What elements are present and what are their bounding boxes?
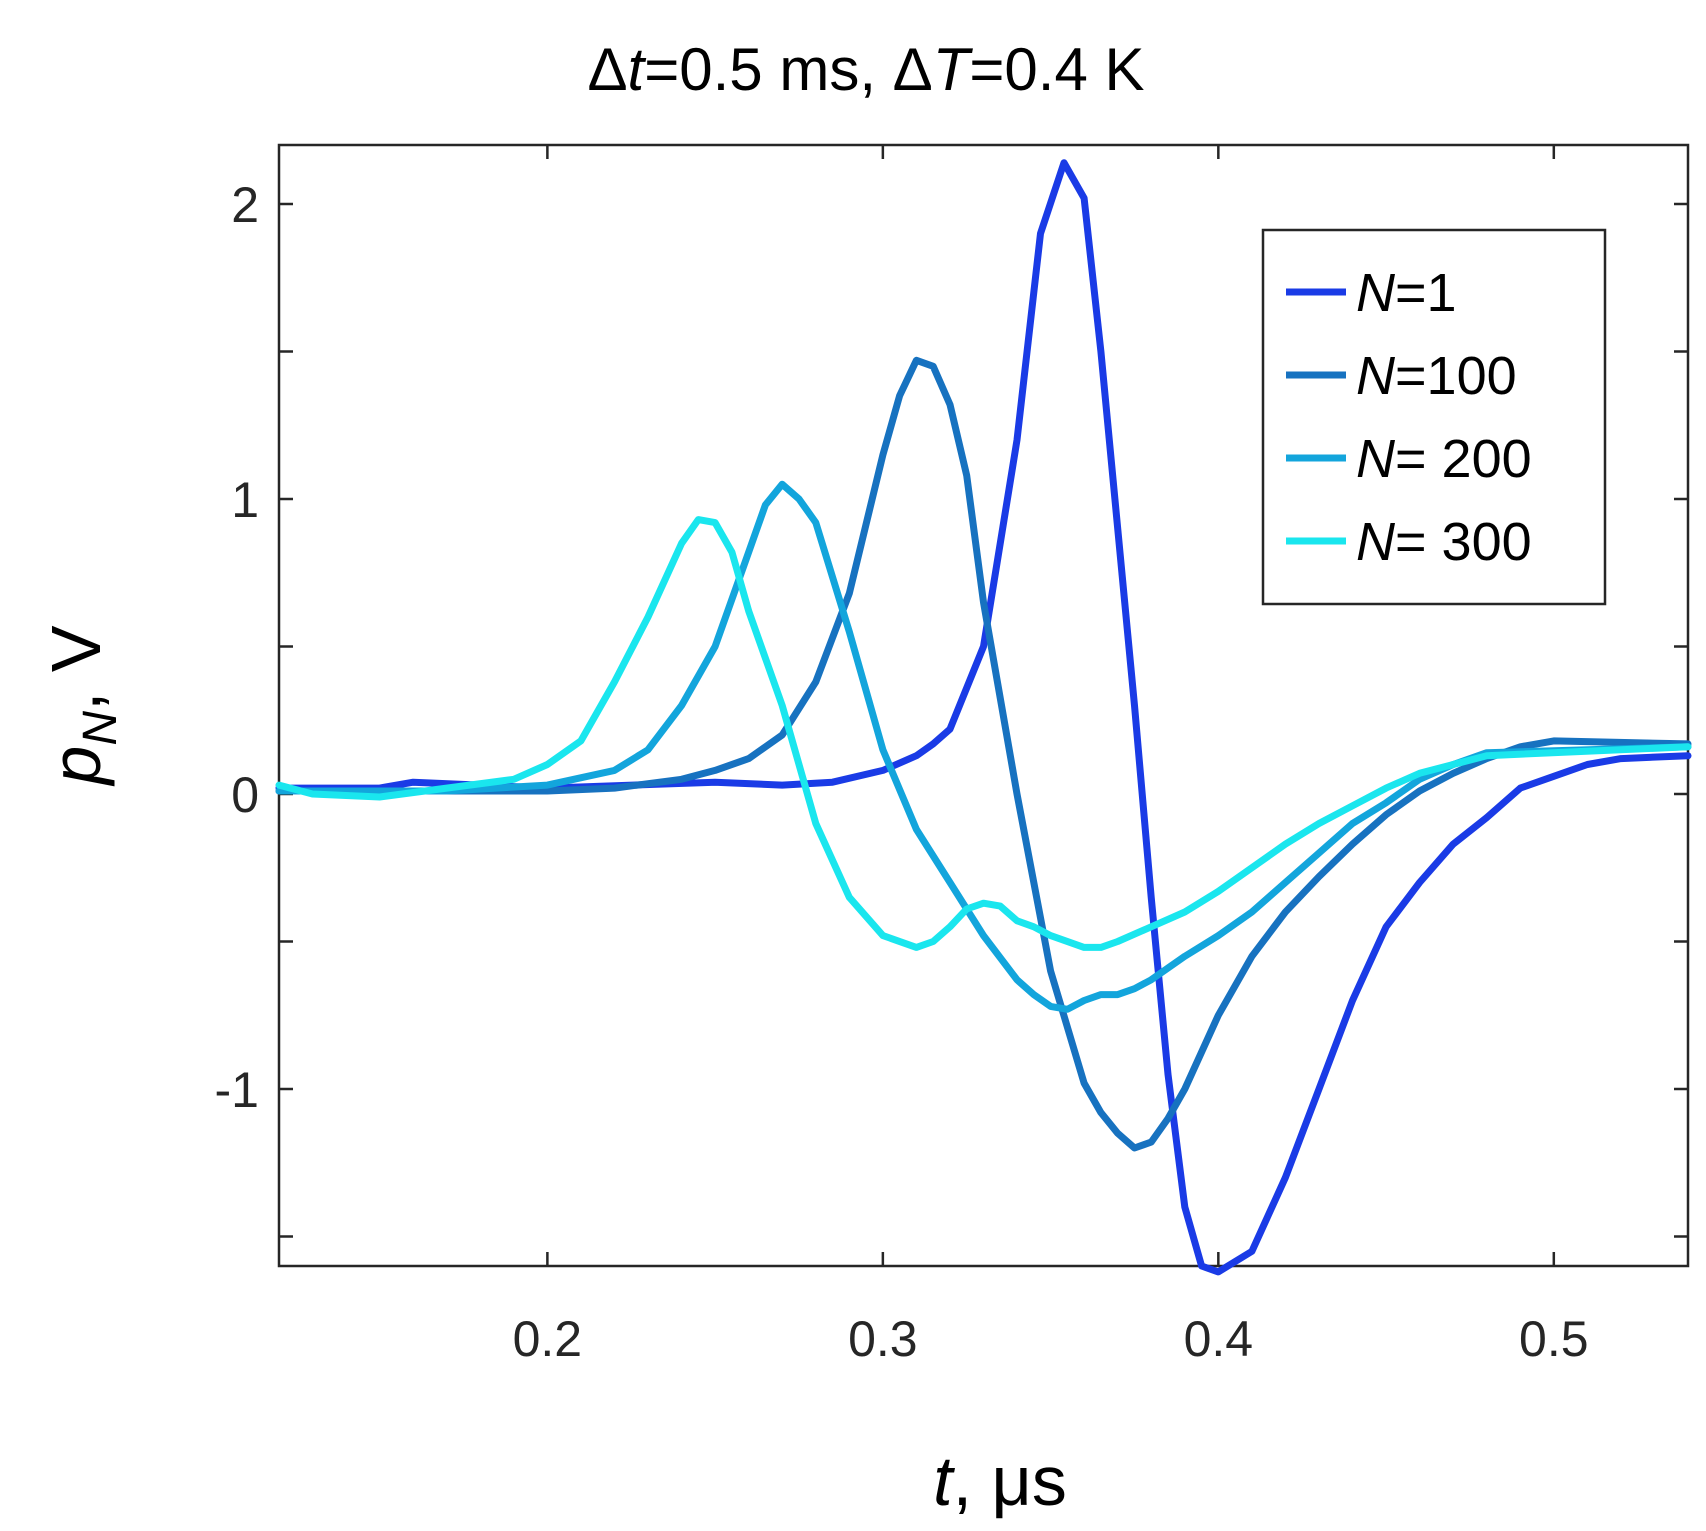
- x-axis-title: t, μs: [933, 1442, 1067, 1520]
- x-tick-label: 0.3: [848, 1311, 918, 1367]
- legend-label: N= 300: [1356, 512, 1532, 572]
- y-tick-label: 0: [231, 767, 259, 823]
- series-line: [275, 516, 1692, 951]
- series-line: [275, 356, 1692, 1152]
- x-axis-title-unit: , μs: [953, 1442, 1067, 1520]
- x-axis-title-t: t: [933, 1442, 955, 1520]
- y-axis-title: pN, V: [37, 625, 127, 787]
- title-part-T: T: [933, 36, 974, 103]
- x-tick-label: 0.2: [513, 1311, 583, 1367]
- series-line: [275, 159, 1692, 1276]
- y-axis-ticks: -1 0 1 2: [215, 177, 1688, 1238]
- title-part-mid: =0.5 ms, Δ: [644, 36, 933, 103]
- legend-label: N= 200: [1356, 429, 1532, 489]
- x-axis-ticks: 0.2 0.3 0.4 0.5: [513, 145, 1589, 1367]
- title-part-delta-t-symbol: Δ: [587, 36, 627, 103]
- series-line: [275, 480, 1692, 1013]
- x-tick-label: 0.4: [1184, 1311, 1254, 1367]
- y-axis-title-unit: , V: [37, 625, 115, 711]
- y-tick-label: 1: [231, 472, 259, 528]
- chart-title: Δt=0.5 ms, ΔT=0.4 K: [587, 36, 1144, 103]
- y-axis-title-subscript: N: [74, 711, 127, 746]
- title-part-t: t: [628, 36, 647, 103]
- legend-label: N=100: [1356, 346, 1517, 406]
- x-tick-label: 0.5: [1519, 1311, 1589, 1367]
- legend: N=1 N=100 N= 200 N= 300: [1261, 228, 1607, 606]
- y-tick-label: 2: [231, 177, 259, 233]
- series-layer: [275, 159, 1692, 1276]
- title-part-end: =0.4 K: [969, 36, 1144, 103]
- legend-label: N=1: [1356, 263, 1457, 323]
- y-axis-title-p: p: [37, 746, 115, 787]
- y-tick-label: -1: [215, 1062, 259, 1118]
